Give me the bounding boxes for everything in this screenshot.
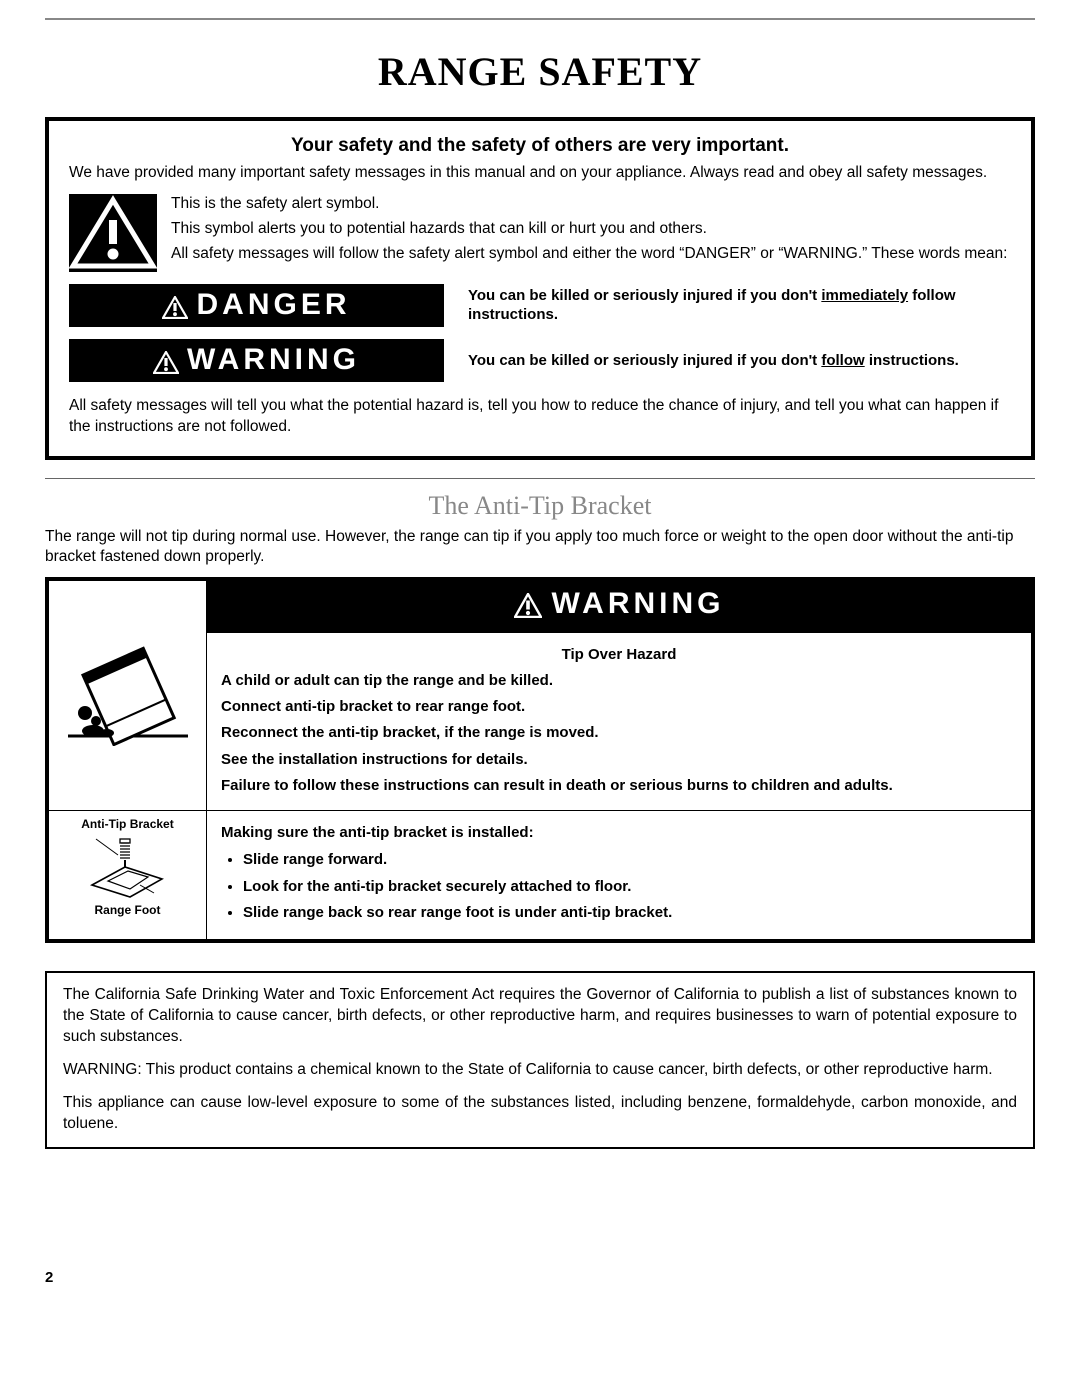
safety-follow: All safety messages will tell you what t… — [69, 396, 1011, 438]
bracket-illustration: Anti-Tip Bracket — [49, 811, 207, 940]
danger-label-text: DANGER — [196, 288, 350, 322]
alert-triangle-icon — [162, 293, 188, 316]
hazard-line: Connect anti-tip bracket to rear range f… — [221, 695, 1017, 718]
alert-symbol-row: This is the safety alert symbol. This sy… — [69, 194, 1011, 272]
install-heading: Making sure the anti-tip bracket is inst… — [221, 821, 1017, 844]
page-number: 2 — [45, 1269, 1035, 1286]
main-title: RANGE SAFETY — [45, 48, 1035, 95]
install-step: Slide range forward. — [243, 848, 1017, 871]
california-p2: WARNING: This product contains a chemica… — [63, 1060, 1017, 1081]
bracket-label: Anti-Tip Bracket — [53, 817, 202, 831]
section-rule — [45, 478, 1035, 479]
danger-row: DANGER You can be killed or seriously in… — [69, 284, 1011, 327]
hazard-text: Tip Over Hazard A child or adult can tip… — [207, 633, 1032, 811]
anti-tip-title: The Anti-Tip Bracket — [45, 491, 1035, 521]
danger-label: DANGER — [69, 284, 444, 327]
alert-line: This symbol alerts you to potential haza… — [171, 219, 1007, 240]
hazard-line: Reconnect the anti-tip bracket, if the r… — [221, 721, 1017, 744]
install-instructions: Making sure the anti-tip bracket is inst… — [207, 811, 1032, 940]
alert-line: This is the safety alert symbol. — [171, 194, 1007, 215]
safety-box: Your safety and the safety of others are… — [45, 117, 1035, 460]
install-step: Look for the anti-tip bracket securely a… — [243, 875, 1017, 898]
alert-triangle-icon — [153, 348, 179, 371]
california-p3: This appliance can cause low-level expos… — [63, 1093, 1017, 1135]
danger-description: You can be killed or seriously injured i… — [468, 286, 1011, 325]
warning-description: You can be killed or seriously injured i… — [468, 351, 1011, 371]
warning-label-text: WARNING — [187, 343, 360, 377]
warning-header: WARNING — [207, 581, 1032, 633]
hazard-line: See the installation instructions for de… — [221, 748, 1017, 771]
warning-header-text: WARNING — [552, 587, 725, 621]
hazard-line: Failure to follow these instructions can… — [221, 774, 1017, 797]
safety-heading: Your safety and the safety of others are… — [69, 135, 1011, 157]
warning-label: WARNING — [69, 339, 444, 382]
anti-tip-intro: The range will not tip during normal use… — [45, 527, 1035, 567]
alert-triangle-icon — [514, 592, 542, 617]
safety-alert-icon — [69, 194, 157, 272]
hazard-line: A child or adult can tip the range and b… — [221, 669, 1017, 692]
california-box: The California Safe Drinking Water and T… — [45, 971, 1035, 1149]
install-step: Slide range back so rear range foot is u… — [243, 901, 1017, 924]
hazard-title: Tip Over Hazard — [221, 643, 1017, 666]
alert-line: All safety messages will follow the safe… — [171, 244, 1007, 265]
top-rule — [45, 18, 1035, 20]
alert-lines: This is the safety alert symbol. This sy… — [171, 194, 1007, 269]
foot-label: Range Foot — [53, 903, 202, 917]
page: RANGE SAFETY Your safety and the safety … — [0, 0, 1080, 1326]
warning-row: WARNING You can be killed or seriously i… — [69, 339, 1011, 382]
tip-over-illustration — [49, 633, 207, 811]
california-p1: The California Safe Drinking Water and T… — [63, 985, 1017, 1048]
anti-tip-warning-box: WARNING — [45, 577, 1035, 943]
safety-intro: We have provided many important safety m… — [69, 163, 1011, 184]
